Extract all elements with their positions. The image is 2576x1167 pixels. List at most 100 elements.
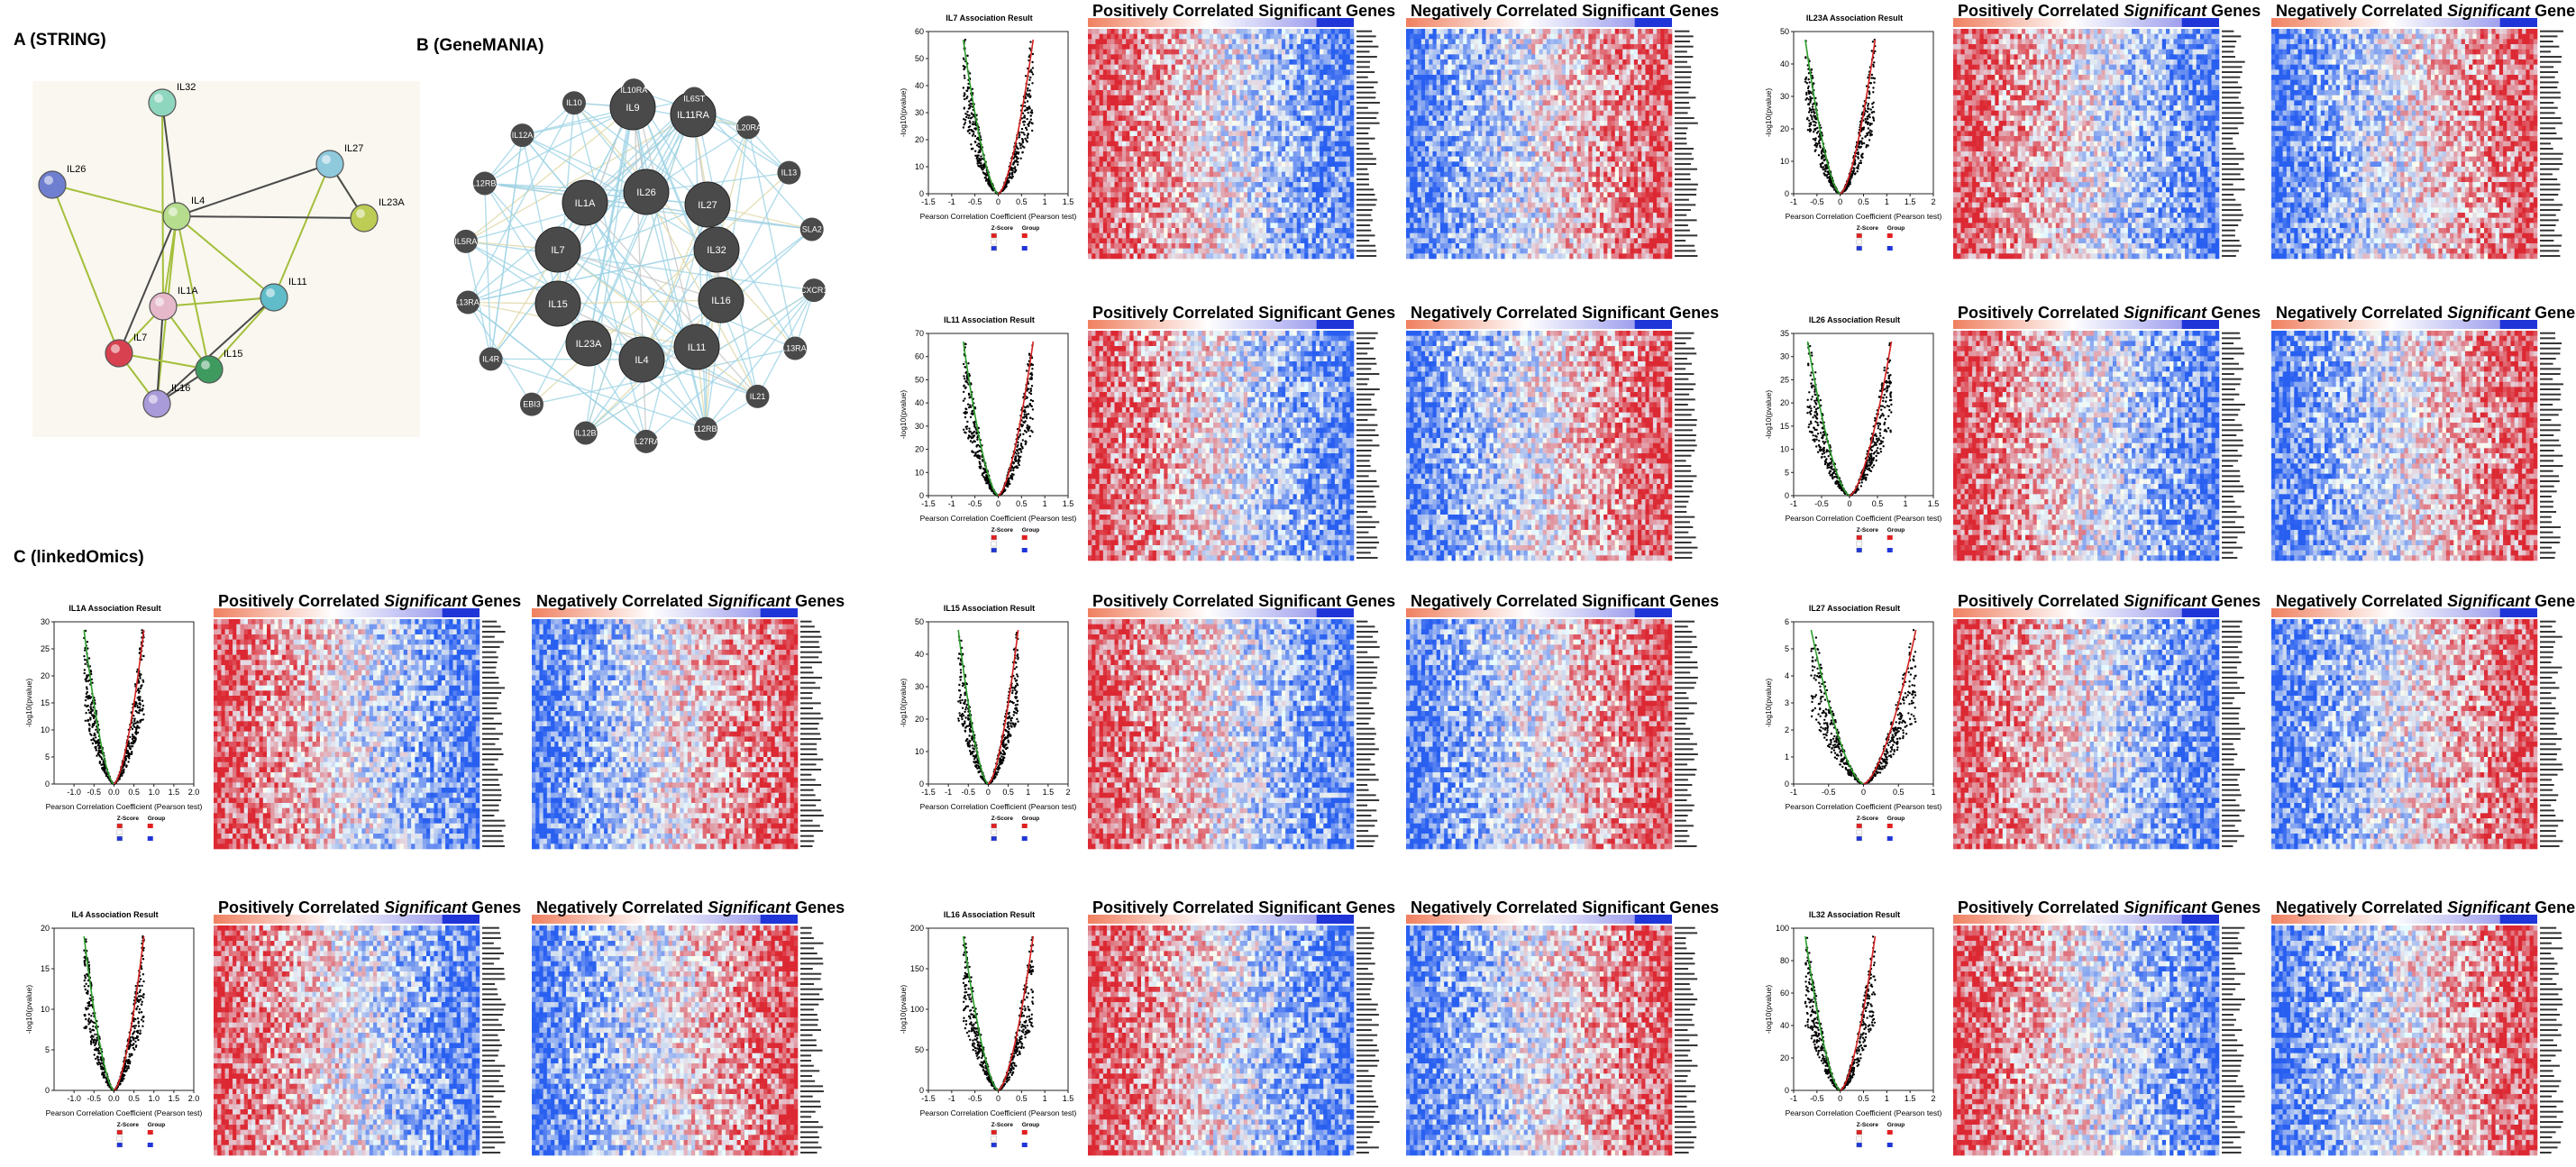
- heatmap-cell: [1115, 121, 1119, 126]
- heatmap-cell: [1119, 146, 1123, 151]
- heatmap-cell: [1274, 59, 1279, 65]
- heatmap-cell: [1134, 34, 1138, 40]
- heatmap-cell: [1301, 34, 1305, 40]
- heatmap-cell: [1331, 218, 1336, 223]
- heatmap-cell: [1471, 223, 1475, 228]
- heatmap-cell: [1308, 85, 1312, 90]
- heatmap-cell: [1312, 228, 1317, 233]
- heatmap-cell: [1475, 233, 1479, 239]
- heatmap-cell: [1183, 34, 1187, 40]
- heatmap-cell: [1164, 96, 1168, 101]
- heatmap-cell: [1301, 80, 1305, 86]
- heatmap-cell: [1323, 177, 1328, 182]
- heatmap-cell: [1179, 105, 1183, 111]
- heatmap-cell: [1141, 157, 1146, 162]
- heatmap-cell: [1206, 167, 1210, 172]
- heatmap-cell: [1297, 39, 1302, 44]
- heatmap-cell: [1293, 96, 1298, 101]
- heatmap-cell: [1429, 146, 1433, 151]
- heatmap-cell: [1350, 85, 1355, 90]
- heatmap-cell: [1429, 85, 1433, 90]
- heatmap-cell: [1088, 80, 1092, 86]
- volcano-point: [974, 135, 976, 137]
- heatmap-cell: [1141, 131, 1146, 136]
- heatmap-cell: [1141, 54, 1146, 59]
- heatmap-cell: [1259, 126, 1264, 132]
- volcano-point: [964, 98, 965, 100]
- heatmap-cell: [1247, 131, 1252, 136]
- heatmap-cell: [1145, 105, 1149, 111]
- heatmap-cell: [1088, 85, 1092, 90]
- heatmap-cell: [1095, 50, 1100, 55]
- heatmap-cell: [1240, 243, 1245, 249]
- heatmap-cell: [1274, 80, 1279, 86]
- heatmap-cell: [1179, 187, 1183, 193]
- heatmap-cell: [1100, 167, 1104, 172]
- heatmap-cell: [1160, 223, 1165, 228]
- heatmap-cell: [1459, 177, 1464, 182]
- heatmap-cell: [1247, 54, 1252, 59]
- heatmap-cell: [1095, 121, 1100, 126]
- heatmap-cell: [1308, 243, 1312, 249]
- heatmap-cell: [1342, 131, 1347, 136]
- heatmap-cell: [1221, 223, 1226, 228]
- heatmap-cell: [1456, 161, 1460, 167]
- heatmap-cell: [1153, 197, 1157, 203]
- heatmap-cell: [1406, 65, 1411, 70]
- heatmap-cell: [1482, 192, 1486, 197]
- genemania-node-label: IL27: [698, 200, 717, 211]
- heatmap-cell: [1191, 141, 1195, 147]
- heatmap-cell: [1482, 167, 1486, 172]
- heatmap-cell: [1413, 69, 1418, 75]
- heatmap-cell: [1095, 243, 1100, 249]
- heatmap-cell: [1213, 105, 1218, 111]
- heatmap-cell: [1278, 172, 1283, 178]
- heatmap-cell: [1156, 243, 1161, 249]
- heatmap-cell: [1331, 213, 1336, 218]
- heatmap-cell: [1141, 218, 1146, 223]
- heatmap-cell: [1201, 75, 1206, 80]
- heatmap-gene-label: [1357, 96, 1375, 98]
- heatmap-cell: [1122, 75, 1127, 80]
- heatmap-cell: [1320, 223, 1324, 228]
- heatmap-cell: [1482, 65, 1486, 70]
- heatmap-cell: [1187, 96, 1192, 101]
- heatmap-cell: [1316, 167, 1320, 172]
- heatmap-cell: [1297, 85, 1302, 90]
- heatmap-cell: [1191, 54, 1195, 59]
- heatmap-cell: [1251, 111, 1256, 116]
- heatmap-cell: [1213, 34, 1218, 40]
- heatmap-cell: [1164, 141, 1168, 147]
- heatmap-cell: [1119, 29, 1123, 34]
- heatmap-cell: [1440, 131, 1445, 136]
- heatmap-cell: [1301, 203, 1305, 208]
- heatmap-cell: [1201, 39, 1206, 44]
- heatmap-cell: [1413, 177, 1418, 182]
- heatmap-cell: [1251, 126, 1256, 132]
- heatmap-cell: [1312, 187, 1317, 193]
- heatmap-cell: [1466, 228, 1471, 233]
- heatmap-cell: [1301, 100, 1305, 105]
- heatmap-cell: [1247, 85, 1252, 90]
- heatmap-cell: [1259, 218, 1264, 223]
- heatmap-cell: [1183, 172, 1187, 178]
- heatmap-cell: [1206, 141, 1210, 147]
- heatmap-cell: [1198, 121, 1202, 126]
- heatmap-cell: [1103, 96, 1108, 101]
- heatmap-cell: [1153, 223, 1157, 228]
- heatmap-cell: [1437, 223, 1441, 228]
- heatmap-cell: [1232, 131, 1237, 136]
- heatmap-cell: [1429, 29, 1433, 34]
- heatmap-cell: [1335, 90, 1339, 96]
- heatmap-cell: [1095, 34, 1100, 40]
- heatmap-cell: [1217, 207, 1221, 213]
- heatmap-cell: [1413, 228, 1418, 233]
- heatmap-cell: [1103, 121, 1108, 126]
- volcano-point: [1024, 121, 1026, 123]
- heatmap-cell: [1478, 96, 1483, 101]
- heatmap-cell: [1263, 111, 1267, 116]
- heatmap-cell: [1110, 177, 1115, 182]
- heatmap-cell: [1255, 157, 1259, 162]
- heatmap-cell: [1206, 192, 1210, 197]
- heatmap-cell: [1153, 187, 1157, 193]
